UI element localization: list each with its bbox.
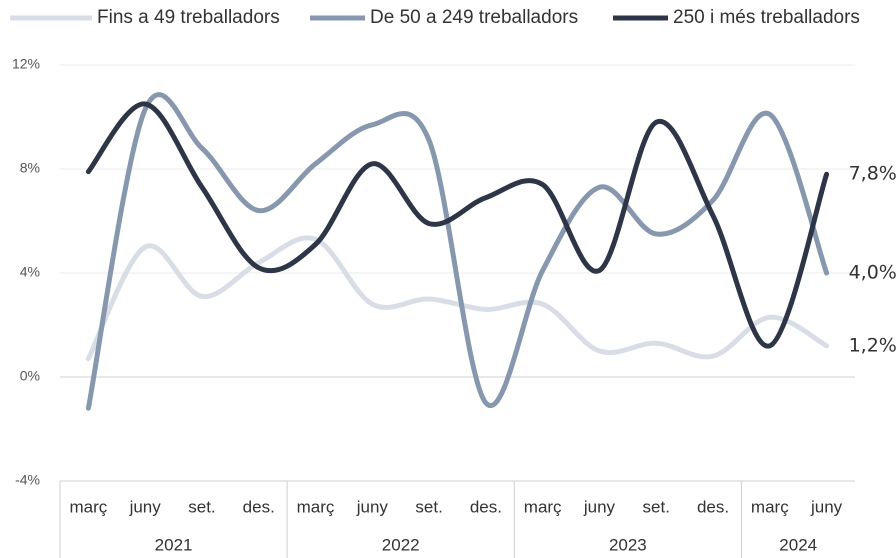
x-tick-label: des. (243, 497, 275, 516)
x-tick-label: juny (356, 497, 389, 516)
y-tick-label: 0% (20, 368, 40, 384)
y-tick-label: -4% (15, 472, 40, 488)
x-group-label: 2021 (155, 535, 193, 554)
legend-label: De 50 a 249 treballadors (370, 7, 578, 28)
legend-label: Fins a 49 treballadors (97, 7, 280, 28)
x-tick-label: març (751, 497, 789, 516)
x-tick-label: set. (643, 497, 670, 516)
y-tick-label: 12% (12, 56, 40, 72)
x-tick-label: març (524, 497, 562, 516)
x-tick-label: set. (415, 497, 442, 516)
x-tick-label: des. (470, 497, 502, 516)
x-group-label: 2022 (382, 535, 420, 554)
legend-label: 250 i més treballadors (673, 7, 860, 28)
x-tick-label: juny (583, 497, 616, 516)
y-tick-label: 8% (20, 160, 40, 176)
x-tick-label: set. (188, 497, 215, 516)
y-tick-label: 4% (20, 264, 40, 280)
series-line (85, 101, 830, 349)
x-tick-label: març (297, 497, 335, 516)
x-group-label: 2024 (779, 535, 817, 554)
x-group-label: 2023 (609, 535, 647, 554)
data-label: 1,2% (849, 334, 896, 356)
x-tick-label: juny (129, 497, 162, 516)
x-tick-label: març (70, 497, 108, 516)
data-label: 4,0% (849, 262, 896, 284)
x-tick-label: des. (697, 497, 729, 516)
x-tick-label: juny (810, 497, 843, 516)
series-line (85, 235, 830, 362)
series-line (85, 92, 830, 411)
data-label: 7,8% (849, 163, 896, 185)
